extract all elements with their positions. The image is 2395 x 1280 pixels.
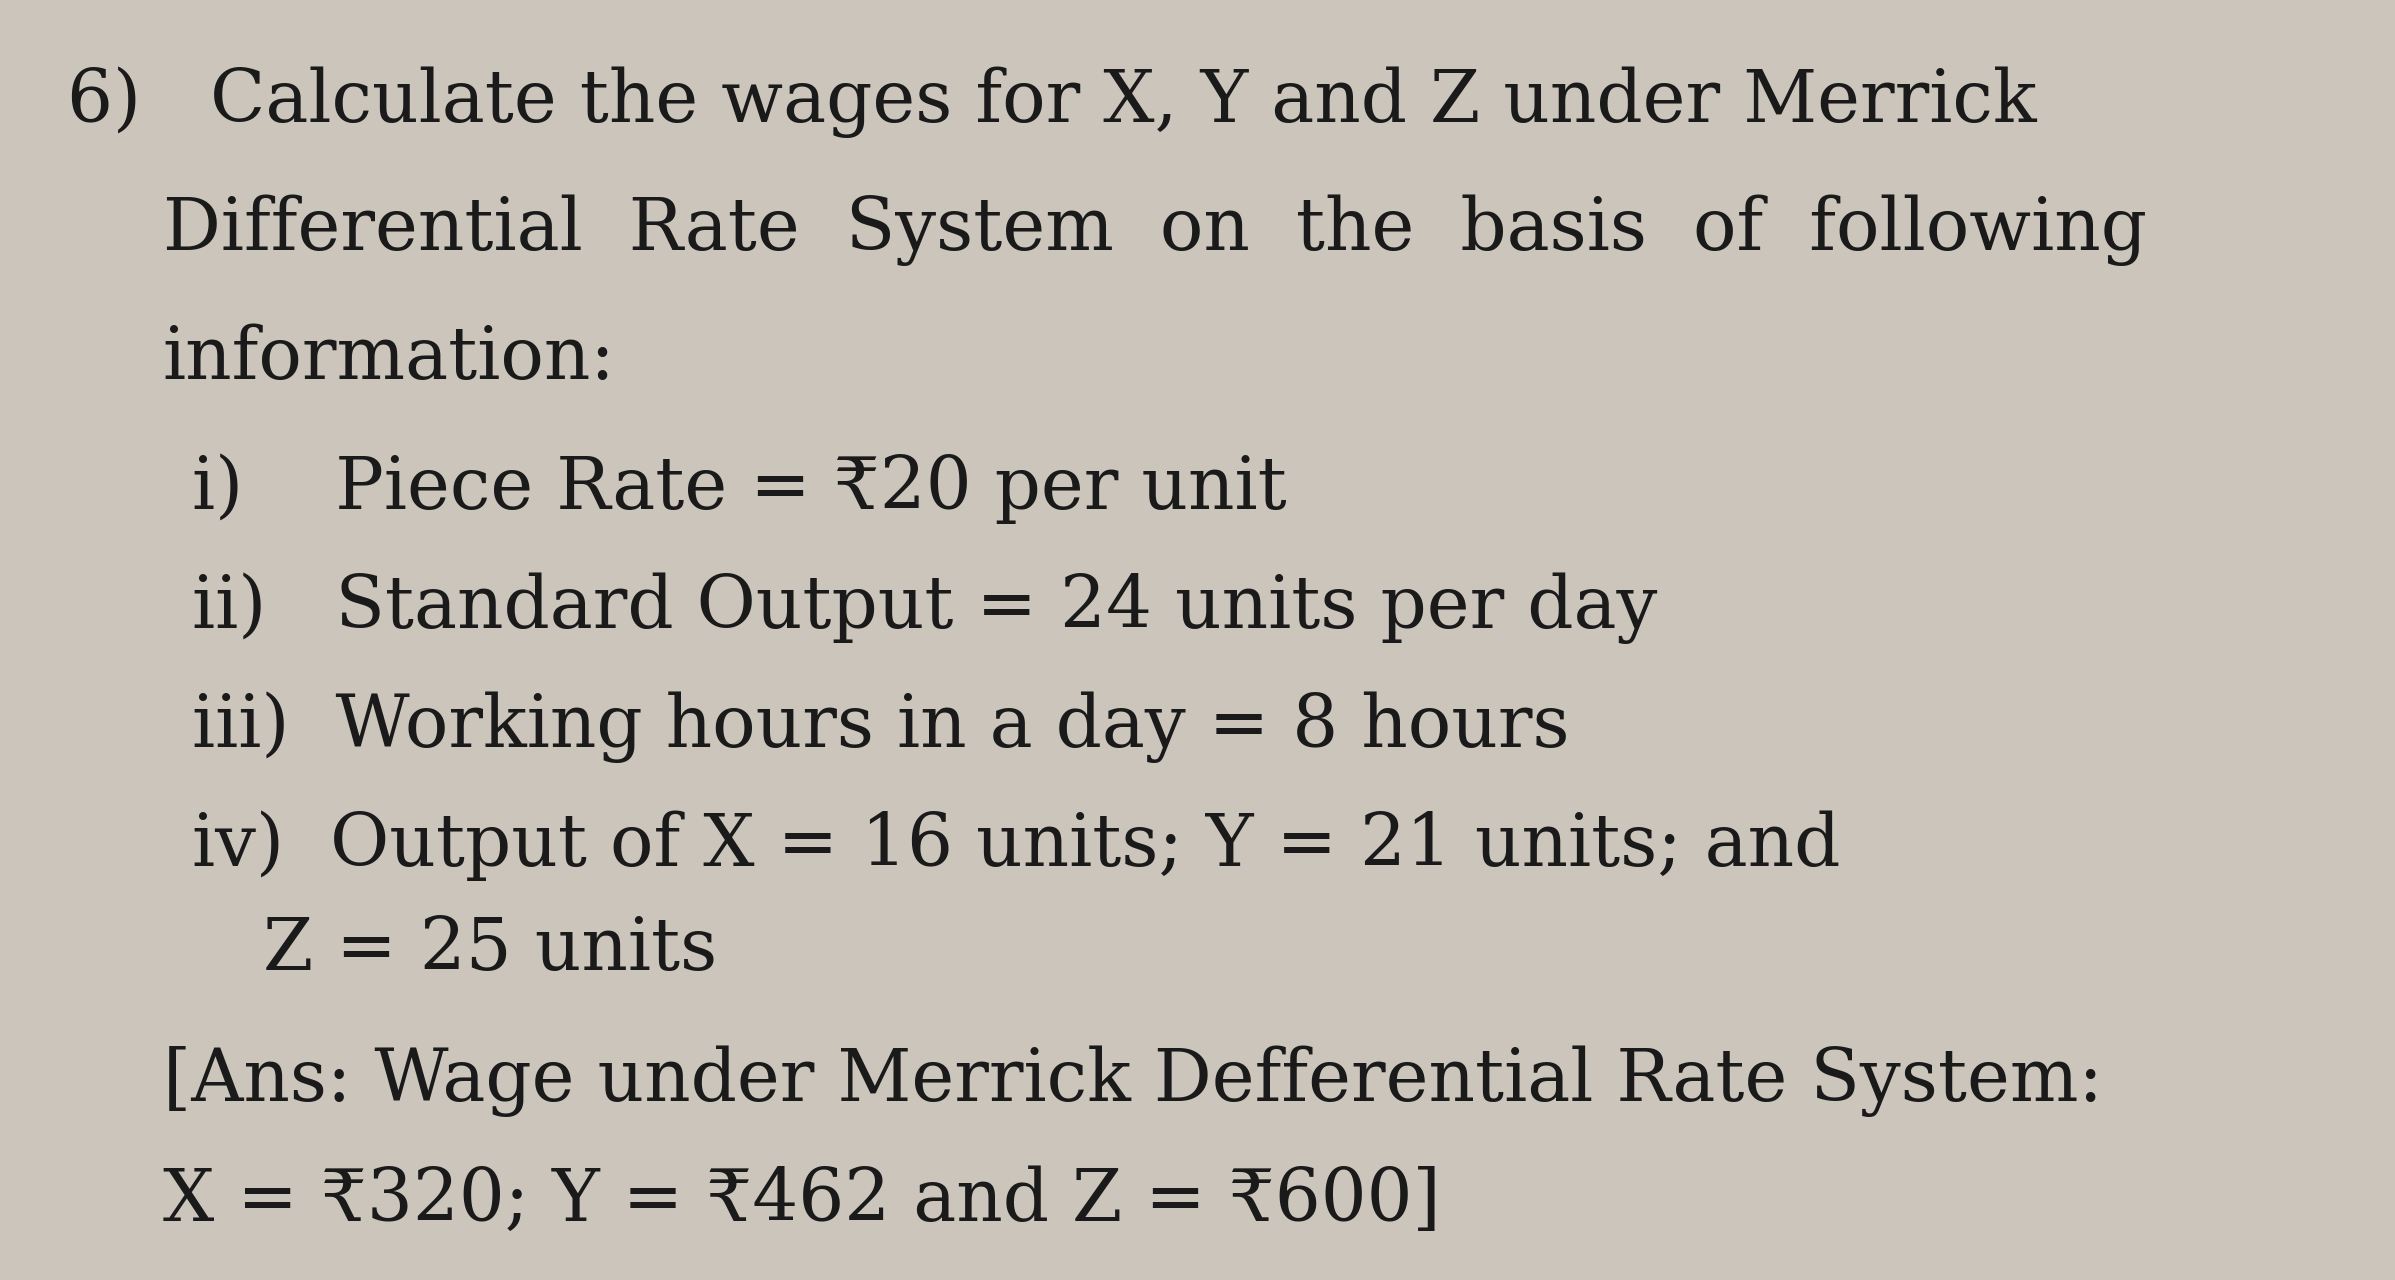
Text: Z = 25 units: Z = 25 units [263,914,718,986]
Text: Differential  Rate  System  on  the  basis  of  following: Differential Rate System on the basis of… [163,195,2146,266]
Text: ii)   Standard Output = 24 units per day: ii) Standard Output = 24 units per day [192,572,1657,644]
Text: information:: information: [163,323,616,394]
Text: iii)  Working hours in a day = 8 hours: iii) Working hours in a day = 8 hours [192,691,1569,763]
Text: [Ans: Wage under Merrick Defferential Rate System:: [Ans: Wage under Merrick Defferential Ra… [163,1046,2103,1117]
Text: X = ₹320; Y = ₹462 and Z = ₹600]: X = ₹320; Y = ₹462 and Z = ₹600] [163,1165,1442,1236]
Text: i)    Piece Rate = ₹20 per unit: i) Piece Rate = ₹20 per unit [192,453,1286,525]
Text: 6)   Calculate the wages for X, Y and Z under Merrick: 6) Calculate the wages for X, Y and Z un… [67,67,2036,138]
Text: iv)  Output of X = 16 units; Y = 21 units; and: iv) Output of X = 16 units; Y = 21 units… [192,810,1839,882]
